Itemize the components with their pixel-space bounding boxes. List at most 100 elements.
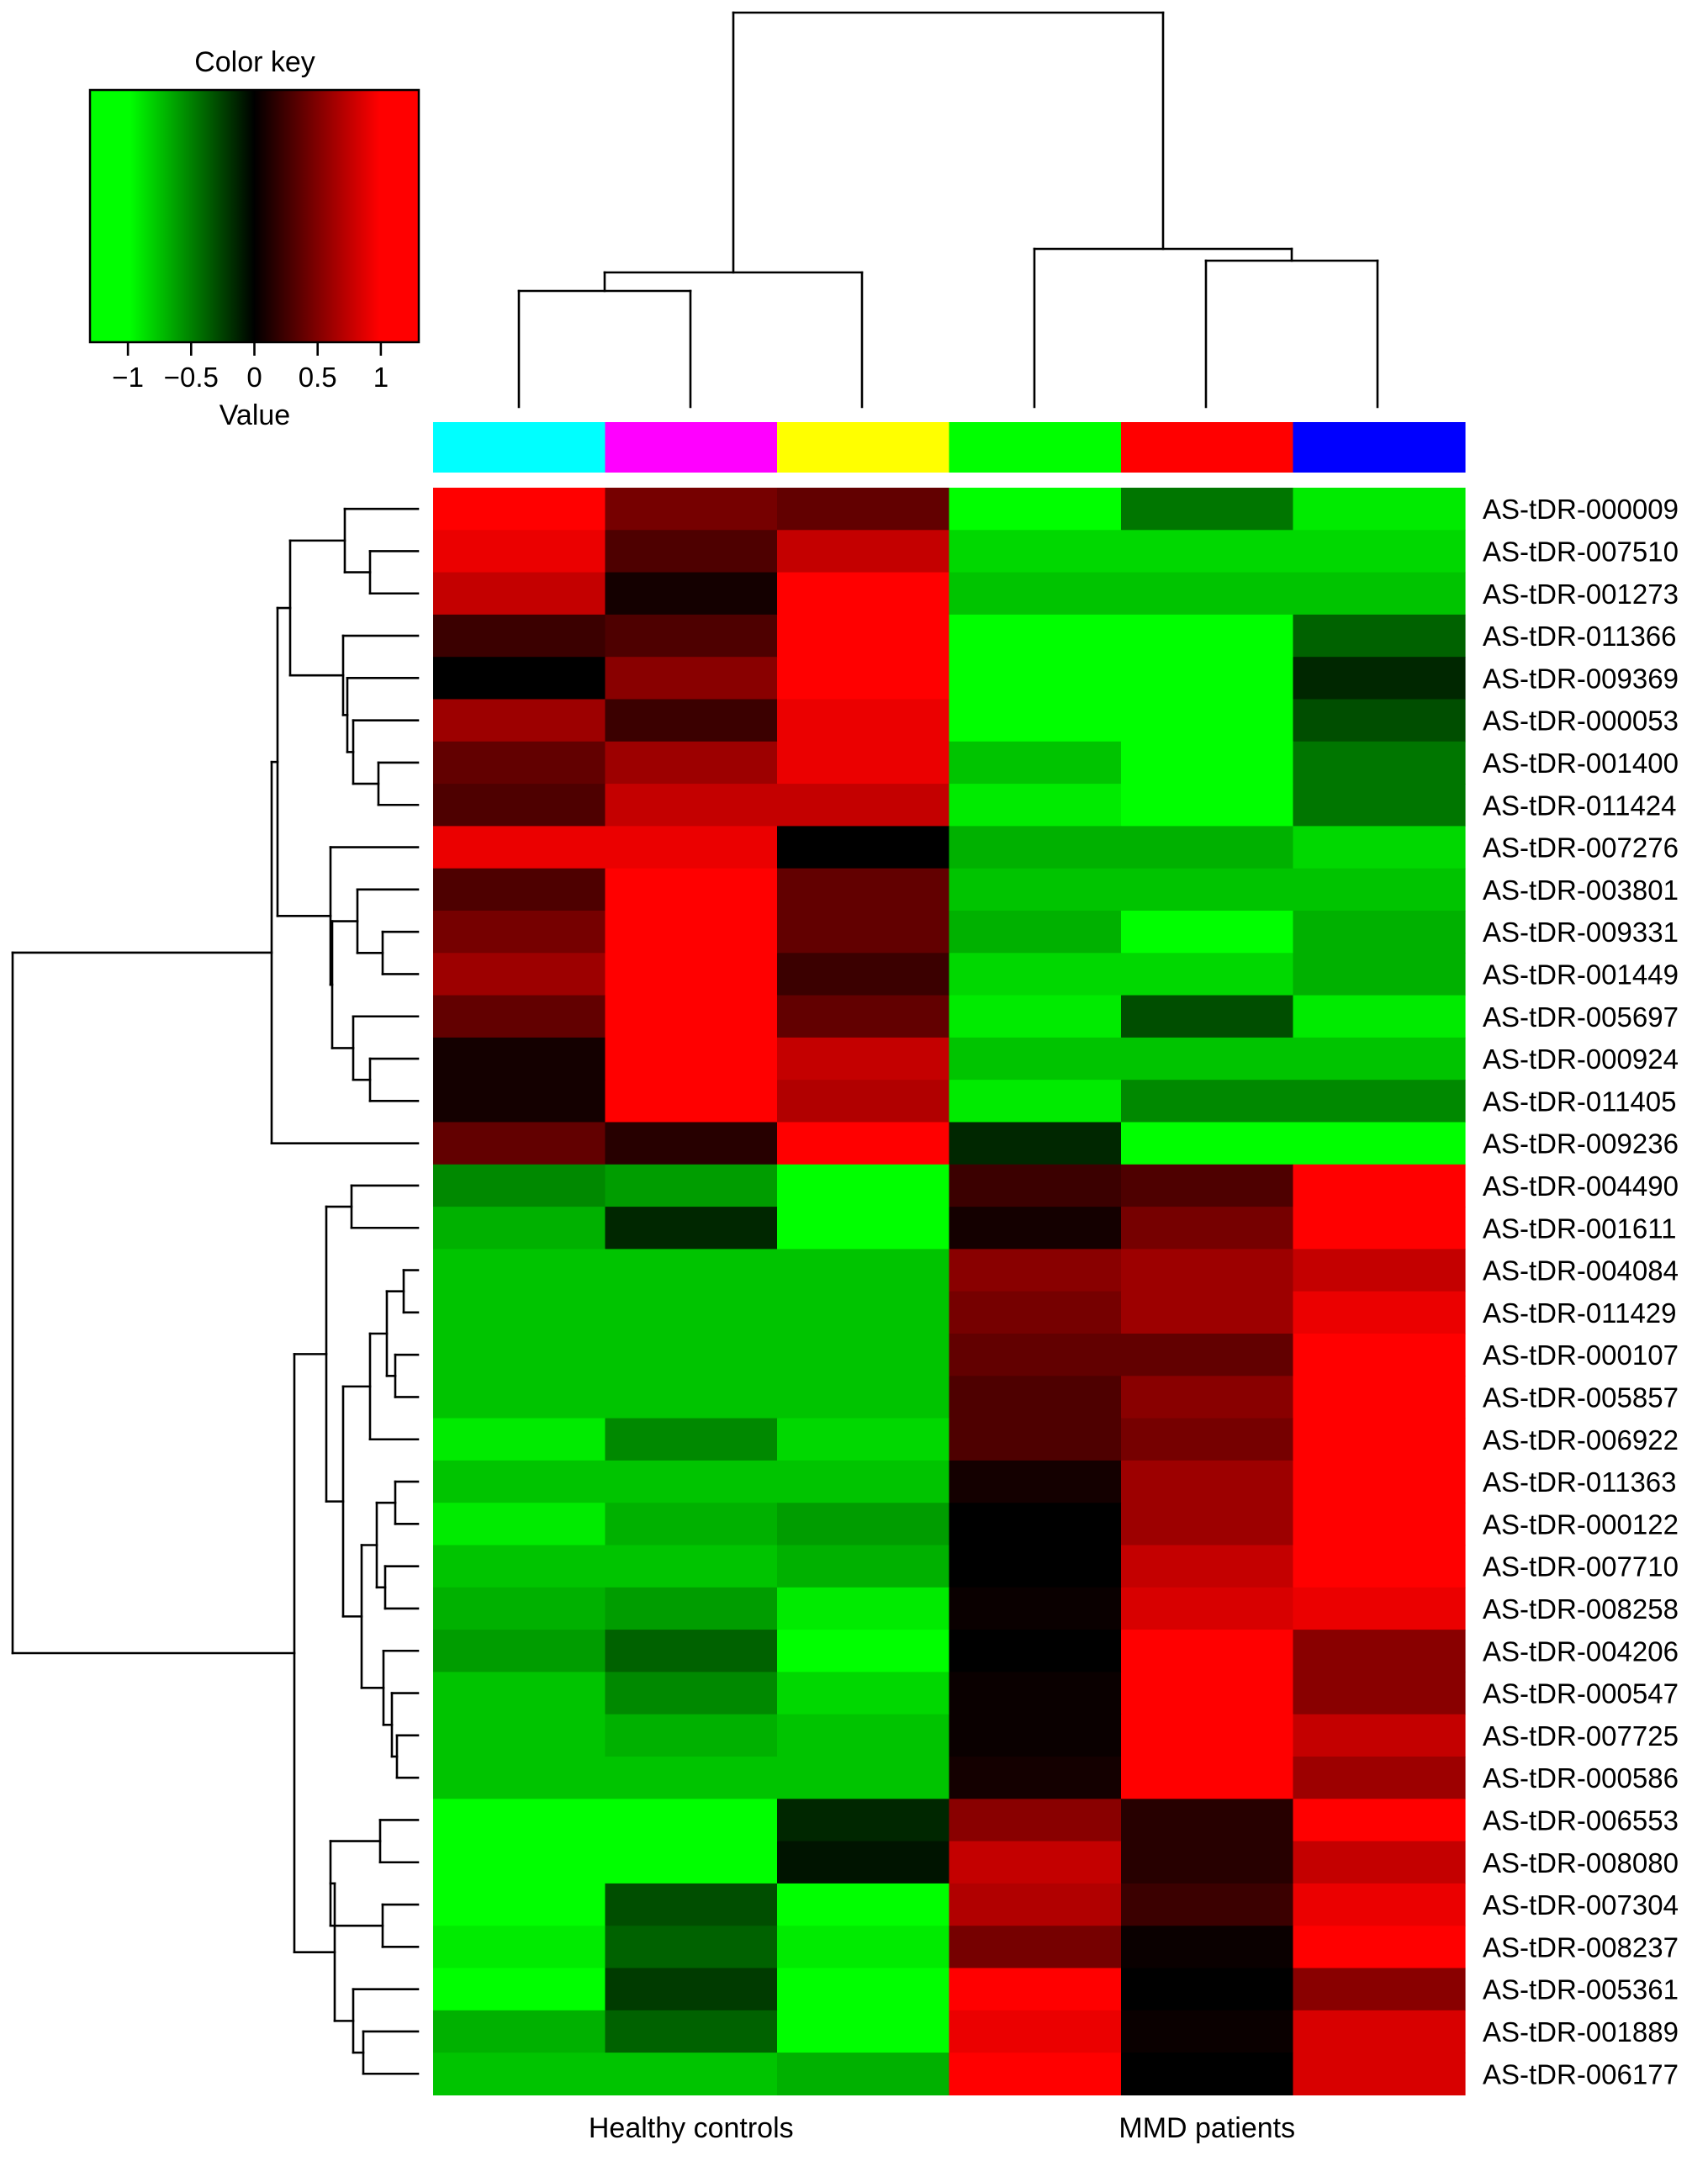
heatmap-cell — [1293, 1503, 1466, 1546]
heatmap-cell — [949, 953, 1122, 996]
heatmap-cell — [1121, 1164, 1294, 1207]
heatmap-cell — [777, 2010, 950, 2053]
color-key: Color key −1 −0.5 0 0.5 1 Value — [88, 46, 420, 431]
heatmap-cell — [605, 699, 778, 742]
heatmap-cell — [1121, 2053, 1294, 2095]
heatmap-cell — [1121, 1545, 1294, 1588]
heatmap-cell — [1293, 1672, 1466, 1715]
heatmap-cell — [777, 1841, 950, 1884]
heatmap-cell — [605, 1672, 778, 1715]
heatmap-cell — [1293, 699, 1466, 742]
heatmap-cell — [777, 2053, 950, 2095]
row-labels: AS-tDR-000009 AS-tDR-007510 AS-tDR-001273 A… — [1483, 494, 1679, 2090]
row-label: AS-tDR-000009 — [1483, 494, 1679, 525]
column-dendrogram — [517, 11, 1379, 409]
row-label: AS-tDR-011405 — [1483, 1086, 1677, 1117]
heatmap-cell — [433, 1376, 606, 1419]
heatmap-cell — [605, 826, 778, 869]
heatmap-cell — [949, 1334, 1122, 1376]
heatmap-cell — [433, 1122, 606, 1165]
heatmap-cell — [1121, 488, 1294, 531]
heatmap-cell — [605, 1630, 778, 1672]
key-tick-label: 1 — [373, 362, 389, 393]
row-label: AS-tDR-011363 — [1483, 1466, 1677, 1498]
heatmap-cell — [605, 1714, 778, 1757]
row-label: AS-tDR-011424 — [1483, 790, 1677, 821]
heatmap-cell — [1293, 1545, 1466, 1588]
heatmap-cell — [949, 1418, 1122, 1461]
heatmap-cell — [605, 1587, 778, 1630]
heatmap-cell — [433, 1883, 606, 1926]
heatmap-cell — [1293, 1883, 1466, 1926]
heatmap-cell — [433, 953, 606, 996]
heatmap-cell — [605, 1841, 778, 1884]
column-group-label: MMD patients — [1118, 2112, 1295, 2144]
key-tick-label: −1 — [112, 362, 144, 393]
heatmap-cell — [1121, 1926, 1294, 1969]
heatmap-cell — [433, 614, 606, 658]
heatmap-cell — [433, 868, 606, 911]
heatmap-cell — [1293, 995, 1466, 1038]
heatmap-cell — [1293, 572, 1466, 616]
heatmap-cell — [777, 1757, 950, 1799]
heatmap-cell — [1121, 741, 1294, 785]
row-label: AS-tDR-001400 — [1483, 748, 1679, 779]
heatmap-cell — [777, 995, 950, 1038]
row-label: AS-tDR-007304 — [1483, 1889, 1679, 1921]
heatmap-cell — [1293, 1841, 1466, 1884]
heatmap-cell — [949, 2053, 1122, 2095]
column-color-swatch — [777, 422, 950, 473]
key-tick-label: 0 — [246, 362, 262, 393]
column-group-label: Healthy controls — [589, 2112, 794, 2144]
heatmap-cell — [605, 1037, 778, 1080]
column-color-swatch — [433, 422, 606, 473]
heatmap-cell — [949, 826, 1122, 869]
column-color-bar — [433, 422, 1466, 473]
heatmap-cell — [1121, 1714, 1294, 1757]
heatmap-cell — [433, 530, 606, 573]
heatmap-cell — [1121, 784, 1294, 827]
heatmap-cell — [949, 995, 1122, 1038]
heatmap-cell — [777, 614, 950, 658]
heatmap-cell — [777, 1587, 950, 1630]
heatmap-cell — [433, 1926, 606, 1969]
heatmap-cell — [1293, 1291, 1466, 1334]
heatmap-cell — [605, 530, 778, 573]
heatmap-cell — [1121, 1841, 1294, 1884]
heatmap-cell — [949, 1249, 1122, 1292]
column-color-swatch — [1293, 422, 1466, 473]
row-label: AS-tDR-009236 — [1483, 1128, 1679, 1160]
heatmap-cell — [1293, 1207, 1466, 1250]
heatmap-cell — [605, 1757, 778, 1799]
heatmap-cell — [1293, 1460, 1466, 1503]
heatmap-cell — [1121, 1883, 1294, 1926]
row-label: AS-tDR-004490 — [1483, 1170, 1679, 1202]
heatmap-cell — [1293, 1080, 1466, 1123]
heatmap-cell — [605, 572, 778, 616]
heatmap-cell — [949, 530, 1122, 573]
heatmap-cell — [949, 1714, 1122, 1757]
row-label: AS-tDR-007276 — [1483, 832, 1679, 864]
heatmap-cells — [433, 488, 1466, 2095]
heatmap-cell — [949, 1672, 1122, 1715]
heatmap-cell — [777, 488, 950, 531]
heatmap-cell — [777, 1545, 950, 1588]
heatmap-cell — [1293, 826, 1466, 869]
heatmap-cell — [1121, 1672, 1294, 1715]
heatmap-cell — [777, 1207, 950, 1250]
heatmap-cell — [433, 488, 606, 531]
heatmap-cell — [1121, 953, 1294, 996]
heatmap-cell — [949, 1587, 1122, 1630]
heatmap-cell — [949, 1291, 1122, 1334]
heatmap-cell — [777, 784, 950, 827]
heatmap-cell — [605, 1164, 778, 1207]
heatmap-cell — [949, 1757, 1122, 1799]
heatmap-cell — [605, 614, 778, 658]
heatmap-cell — [433, 911, 606, 954]
row-label: AS-tDR-006177 — [1483, 2058, 1679, 2090]
heatmap-cell — [1293, 1334, 1466, 1376]
color-key-title: Color key — [194, 46, 315, 78]
heatmap-cell — [433, 1334, 606, 1376]
heatmap-cell — [777, 1122, 950, 1165]
row-label: AS-tDR-005697 — [1483, 1001, 1679, 1033]
